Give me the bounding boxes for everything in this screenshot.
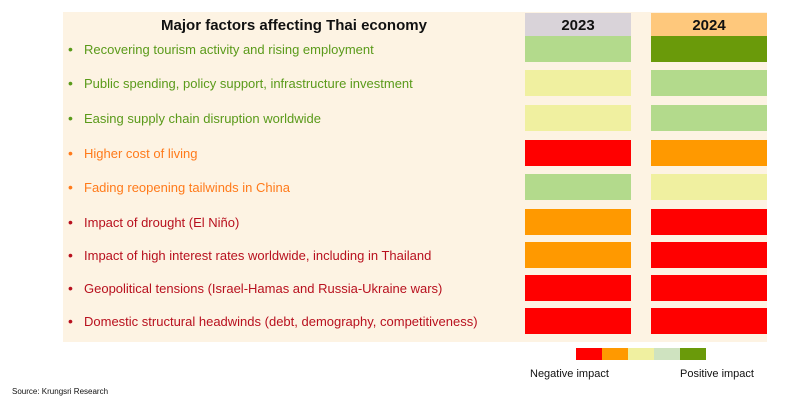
legend-negative-label: Negative impact [530, 368, 609, 380]
impact-cell-2024 [651, 209, 767, 235]
impact-cell-2024 [651, 174, 767, 200]
factor-text: Easing supply chain disruption worldwide [84, 111, 322, 126]
factor-label: • Domestic structural headwinds (debt, de… [68, 308, 478, 334]
bullet-icon: • [68, 280, 73, 296]
legend-swatch-light_positive [654, 348, 680, 360]
bullet-icon: • [68, 75, 73, 91]
impact-cell-2023 [525, 36, 631, 62]
legend-swatch-mild_negative [602, 348, 628, 360]
impact-cell-2023 [525, 140, 631, 166]
factor-text: Higher cost of living [84, 146, 198, 161]
bullet-icon: • [68, 110, 73, 126]
factor-label: • Impact of high interest rates worldwide… [68, 242, 431, 268]
legend-swatch-strong_positive [680, 348, 706, 360]
table-title: Major factors affecting Thai economy [161, 17, 427, 34]
table-panel [63, 12, 767, 342]
impact-cell-2023 [525, 242, 631, 268]
impact-cell-2024 [651, 140, 767, 166]
bullet-icon: • [68, 41, 73, 57]
factor-label: • Easing supply chain disruption worldwid… [68, 105, 321, 131]
impact-cell-2023 [525, 174, 631, 200]
impact-cell-2023 [525, 209, 631, 235]
factor-label: • Impact of drought (El Niño) [68, 209, 239, 235]
impact-cell-2024 [651, 105, 767, 131]
bullet-icon: • [68, 313, 73, 329]
factor-text: Geopolitical tensions (Israel-Hamas and … [84, 281, 443, 296]
factor-label: • Fading reopening tailwinds in China [68, 174, 290, 200]
column-header-2024: 2024 [651, 13, 767, 38]
impact-cell-2024 [651, 308, 767, 334]
legend-swatch-negative [576, 348, 602, 360]
factor-text: Public spending, policy support, infrast… [84, 76, 413, 91]
factor-label: • Public spending, policy support, infras… [68, 70, 413, 96]
legend-positive-label: Positive impact [680, 368, 754, 380]
impact-cell-2023 [525, 70, 631, 96]
bullet-icon: • [68, 145, 73, 161]
impact-cell-2024 [651, 70, 767, 96]
factor-label: • Recovering tourism activity and rising … [68, 36, 374, 62]
factor-text: Recovering tourism activity and rising e… [84, 42, 374, 57]
impact-cell-2024 [651, 275, 767, 301]
factor-text: Domestic structural headwinds (debt, dem… [84, 314, 478, 329]
factor-label: • Geopolitical tensions (Israel-Hamas and… [68, 275, 442, 301]
factor-text: Fading reopening tailwinds in China [84, 180, 290, 195]
factor-text: Impact of high interest rates worldwide,… [84, 248, 432, 263]
bullet-icon: • [68, 179, 73, 195]
bullet-icon: • [68, 214, 73, 230]
impact-cell-2024 [651, 242, 767, 268]
impact-cell-2023 [525, 105, 631, 131]
legend-swatch-neutral [628, 348, 654, 360]
impact-cell-2023 [525, 275, 631, 301]
bullet-icon: • [68, 247, 73, 263]
column-header-2023: 2023 [525, 13, 631, 38]
impact-cell-2024 [651, 36, 767, 62]
factor-label: • Higher cost of living [68, 140, 197, 166]
impact-cell-2023 [525, 308, 631, 334]
factor-text: Impact of drought (El Niño) [84, 215, 240, 230]
source-note: Source: Krungsri Research [12, 387, 109, 396]
